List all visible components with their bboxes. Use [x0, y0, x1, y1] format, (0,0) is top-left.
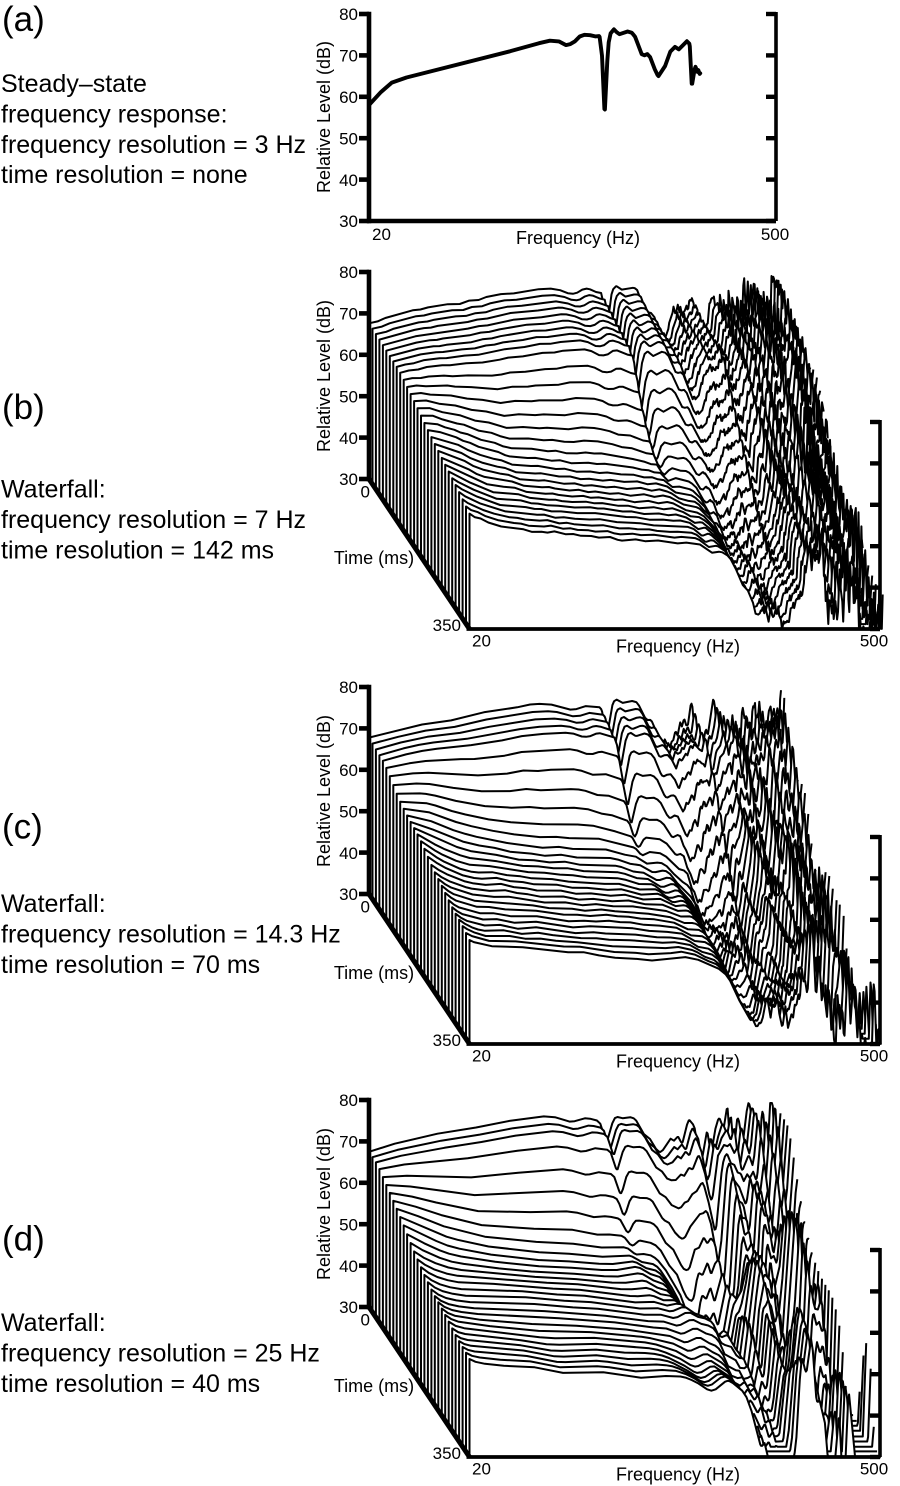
svg-text:40: 40	[339, 1257, 358, 1276]
svg-text:(a): (a)	[2, 0, 45, 39]
svg-text:frequency response:: frequency response:	[1, 100, 228, 128]
svg-text:50: 50	[339, 129, 358, 148]
svg-text:80: 80	[339, 5, 358, 24]
svg-text:Waterfall:: Waterfall:	[1, 1309, 106, 1337]
svg-text:time resolution = 142 ms: time resolution = 142 ms	[1, 536, 274, 564]
svg-text:50: 50	[339, 802, 358, 821]
svg-text:500: 500	[860, 1047, 888, 1066]
svg-text:(b): (b)	[2, 388, 45, 427]
svg-text:frequency resolution = 3 Hz: frequency resolution = 3 Hz	[1, 131, 306, 159]
svg-text:70: 70	[339, 720, 358, 739]
svg-text:50: 50	[339, 1215, 358, 1234]
svg-text:50: 50	[339, 387, 358, 406]
svg-text:20: 20	[372, 225, 391, 244]
svg-text:350: 350	[433, 616, 461, 635]
svg-text:Relative Level (dB): Relative Level (dB)	[314, 300, 334, 452]
svg-text:(d): (d)	[2, 1220, 45, 1259]
svg-text:350: 350	[433, 1444, 461, 1463]
svg-text:70: 70	[339, 1133, 358, 1152]
svg-text:500: 500	[860, 1460, 888, 1479]
svg-text:500: 500	[761, 225, 789, 244]
svg-text:frequency resolution = 25 Hz: frequency resolution = 25 Hz	[1, 1339, 320, 1367]
svg-text:0: 0	[361, 1311, 370, 1330]
svg-text:20: 20	[472, 1460, 491, 1479]
svg-text:40: 40	[339, 429, 358, 448]
svg-text:70: 70	[339, 305, 358, 324]
svg-text:Relative Level (dB): Relative Level (dB)	[314, 1128, 334, 1280]
svg-text:Time (ms): Time (ms)	[334, 548, 414, 568]
svg-text:30: 30	[339, 212, 358, 231]
svg-text:(c): (c)	[2, 808, 43, 847]
svg-text:0: 0	[361, 898, 370, 917]
svg-text:time resolution = 70 ms: time resolution = 70 ms	[1, 951, 260, 979]
svg-text:80: 80	[339, 1091, 358, 1110]
svg-text:20: 20	[472, 1047, 491, 1066]
svg-text:Frequency (Hz): Frequency (Hz)	[616, 1465, 740, 1485]
svg-text:30: 30	[339, 885, 358, 904]
svg-text:60: 60	[339, 1174, 358, 1193]
svg-text:frequency resolution = 14.3 Hz: frequency resolution = 14.3 Hz	[1, 920, 341, 948]
svg-text:350: 350	[433, 1031, 461, 1050]
svg-text:Frequency (Hz): Frequency (Hz)	[516, 228, 640, 248]
svg-text:500: 500	[860, 632, 888, 651]
svg-text:frequency resolution = 7 Hz: frequency resolution = 7 Hz	[1, 506, 306, 534]
svg-text:30: 30	[339, 470, 358, 489]
svg-text:80: 80	[339, 678, 358, 697]
svg-text:Time (ms): Time (ms)	[334, 963, 414, 983]
svg-text:40: 40	[339, 844, 358, 863]
svg-text:Relative Level (dB): Relative Level (dB)	[314, 715, 334, 867]
svg-text:80: 80	[339, 263, 358, 282]
svg-text:time resolution = 40 ms: time resolution = 40 ms	[1, 1370, 260, 1398]
svg-text:0: 0	[361, 483, 370, 502]
svg-text:40: 40	[339, 171, 358, 190]
svg-text:60: 60	[339, 346, 358, 365]
svg-text:Waterfall:: Waterfall:	[1, 476, 106, 504]
svg-text:60: 60	[339, 761, 358, 780]
svg-text:Frequency (Hz): Frequency (Hz)	[616, 637, 740, 657]
svg-text:Frequency (Hz): Frequency (Hz)	[616, 1052, 740, 1072]
svg-text:20: 20	[472, 632, 491, 651]
svg-text:time resolution = none: time resolution = none	[1, 161, 248, 189]
svg-text:Time (ms): Time (ms)	[334, 1376, 414, 1396]
svg-text:Waterfall:: Waterfall:	[1, 890, 106, 918]
svg-text:70: 70	[339, 47, 358, 66]
svg-text:Relative Level (dB): Relative Level (dB)	[314, 41, 334, 193]
svg-text:30: 30	[339, 1298, 358, 1317]
svg-text:Steady–state: Steady–state	[1, 70, 147, 98]
svg-text:60: 60	[339, 88, 358, 107]
